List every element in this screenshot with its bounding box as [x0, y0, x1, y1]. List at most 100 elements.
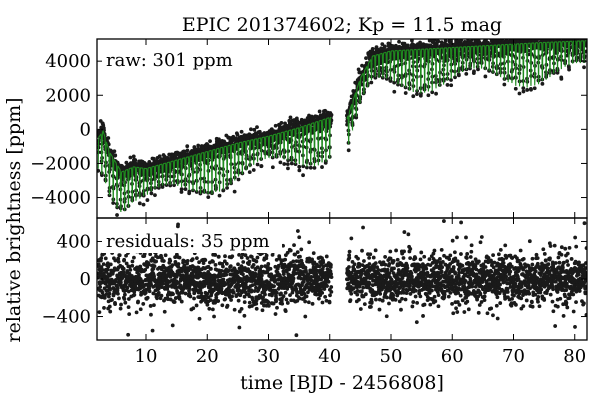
residual-point [281, 294, 286, 299]
residual-point [110, 297, 114, 302]
raw-point [522, 35, 526, 39]
residual-point [237, 325, 242, 330]
residual-point [347, 265, 351, 269]
residual-point [121, 266, 126, 271]
raw-point [508, 34, 512, 38]
residual-point [270, 293, 274, 298]
raw-point [542, 32, 546, 36]
residual-point [266, 303, 271, 308]
raw-point [445, 83, 450, 87]
residual-point [258, 284, 262, 289]
residual-point [329, 262, 333, 267]
residual-point [176, 262, 181, 266]
raw-point [308, 165, 313, 170]
residual-point [346, 281, 351, 286]
residual-point [132, 289, 137, 294]
raw-point [403, 91, 408, 95]
raw-point [449, 83, 454, 88]
residual-point [177, 255, 182, 260]
residual-point [272, 284, 276, 288]
raw-point [179, 187, 184, 192]
residual-point [149, 277, 154, 281]
raw-point [364, 56, 368, 61]
raw-point [297, 168, 302, 173]
raw-point [436, 39, 441, 44]
raw-point [584, 34, 588, 38]
residual-point [367, 262, 372, 266]
residual-point [285, 287, 290, 291]
raw-point [542, 34, 546, 38]
raw-point [540, 81, 545, 86]
raw-point [559, 76, 564, 81]
residual-point [194, 256, 199, 261]
raw-point [472, 69, 476, 74]
raw-point [157, 154, 162, 159]
raw-point [239, 129, 244, 134]
raw-point [526, 34, 530, 38]
raw-point [576, 33, 580, 37]
residual-point [299, 247, 304, 252]
raw-point [128, 155, 133, 160]
raw-point [320, 165, 324, 169]
raw-point [576, 32, 580, 36]
raw-point [113, 153, 118, 158]
residual-point [369, 305, 373, 309]
residual-point [108, 309, 113, 314]
raw-point [443, 39, 448, 43]
residual-point [201, 261, 206, 266]
raw-point [194, 190, 199, 194]
raw-point [552, 32, 556, 36]
residual-point [103, 279, 108, 284]
residual-point [367, 255, 372, 260]
residual-point [297, 296, 302, 301]
residual-point [122, 292, 127, 297]
residual-point [168, 258, 173, 263]
residual-point [197, 260, 201, 265]
residual-point [118, 280, 123, 285]
residual-point [309, 274, 314, 279]
residual-point [214, 295, 219, 300]
raw-point [115, 213, 119, 217]
raw-point [418, 40, 422, 45]
raw-point [521, 86, 526, 91]
residual-point [288, 248, 293, 253]
raw-point [564, 32, 568, 36]
residual-point [223, 297, 228, 301]
raw-point [406, 43, 410, 48]
residual-point [160, 285, 164, 290]
residual-point [316, 278, 320, 282]
raw-point [507, 34, 511, 38]
residual-point [141, 302, 146, 306]
residual-point [181, 286, 186, 291]
residual-point [325, 284, 329, 288]
raw-point [97, 168, 101, 173]
model-line-segment [97, 116, 332, 213]
residual-point [220, 303, 225, 308]
residual-point [306, 272, 311, 277]
raw-point [564, 34, 568, 38]
residual-point [303, 314, 308, 319]
residual-point [362, 259, 366, 263]
residual-point [249, 255, 254, 259]
residual-point [327, 300, 332, 305]
residual-point [356, 256, 360, 261]
raw-point [483, 74, 488, 79]
residual-point [247, 294, 252, 299]
residual-point [361, 294, 366, 299]
residual-point [293, 263, 297, 268]
residual-point [102, 306, 106, 310]
residual-point [105, 261, 110, 266]
residual-point [134, 310, 139, 315]
raw-point [573, 34, 577, 38]
residual-point [304, 270, 308, 274]
residual-point [174, 274, 179, 279]
raw-point [251, 168, 256, 172]
raw-point [560, 33, 564, 37]
raw-point [577, 33, 581, 37]
residual-point [197, 316, 202, 321]
residual-point [349, 291, 354, 296]
raw-point [208, 139, 212, 144]
residual-point [281, 243, 285, 248]
raw-point [464, 71, 469, 76]
raw-point [577, 32, 581, 36]
